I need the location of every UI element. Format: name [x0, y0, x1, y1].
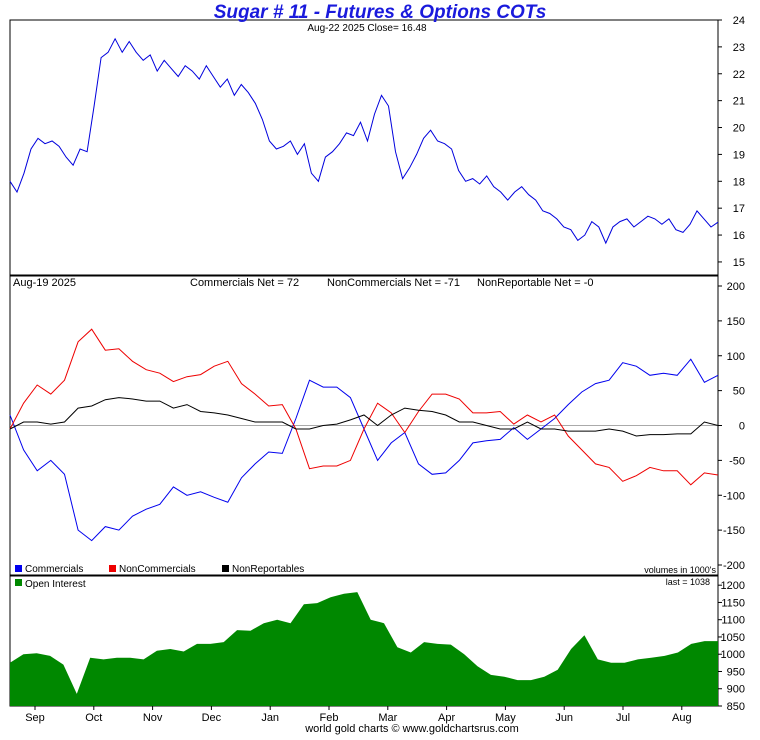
- x-month-label: Feb: [320, 712, 339, 724]
- cot-y-tick-label: 200: [727, 281, 745, 293]
- cot-y-tick-label: 0: [739, 421, 745, 433]
- noncommercials-net-label: NonCommercials Net = -71: [327, 277, 460, 289]
- cot-y-tick-label: -200: [723, 560, 745, 572]
- price-y-tick-label: 17: [733, 203, 745, 215]
- cot-y-tick-label: -50: [729, 455, 745, 467]
- legend-label-0: Commercials: [25, 564, 83, 575]
- cot-y-tick-label: 100: [727, 351, 745, 363]
- footer-credit: world gold charts © www.goldchartsrus.co…: [304, 723, 519, 735]
- legend-label-1: NonCommercials: [119, 564, 196, 575]
- legend-swatch-2: [222, 565, 229, 572]
- x-month-label: Dec: [202, 712, 222, 724]
- nonreportables-line: [9, 397, 719, 437]
- cot-y-tick-label: 150: [727, 316, 745, 328]
- price-y-tick-label: 16: [733, 230, 745, 242]
- cot-date-label: Aug-19 2025: [13, 277, 76, 289]
- x-month-label: Jul: [616, 712, 630, 724]
- price-y-tick-label: 21: [733, 96, 745, 108]
- commercials-line: [9, 358, 719, 542]
- cot-y-tick-label: -100: [723, 490, 745, 502]
- price-line: [9, 37, 719, 245]
- oi-y-tick-label: 900: [727, 684, 745, 696]
- oi-y-tick-label: 1000: [721, 649, 745, 661]
- price-y-tick-label: 15: [733, 257, 745, 269]
- oi-last-label: last = 1038: [666, 577, 710, 587]
- price-annotation: Aug-22 2025 Close= 16.48: [307, 23, 427, 34]
- units-note: volumes in 1000's: [644, 565, 716, 575]
- open-interest-area: [10, 592, 718, 706]
- x-month-label: Mar: [378, 712, 397, 724]
- nonreportables-net-label: NonReportable Net = -0: [477, 277, 593, 289]
- oi-legend-label: Open Interest: [25, 579, 86, 590]
- price-y-tick-label: 19: [733, 149, 745, 161]
- chart-title: Sugar # 11 - Futures & Options COTs: [213, 2, 547, 23]
- price-y-tick-label: 24: [733, 15, 745, 27]
- commercials-net-label: Commercials Net = 72: [190, 277, 299, 289]
- price-y-tick-label: 18: [733, 176, 745, 188]
- oi-legend-swatch: [15, 579, 22, 586]
- oi-y-tick-label: 1150: [721, 597, 745, 609]
- x-month-label: Jun: [555, 712, 573, 724]
- x-month-label: May: [495, 712, 516, 724]
- oi-y-tick-label: 1100: [721, 615, 745, 627]
- price-panel-frame: [9, 19, 719, 276]
- x-month-label: Aug: [672, 712, 692, 724]
- oi-y-tick-label: 950: [727, 666, 745, 678]
- oi-y-tick-label: 1200: [721, 580, 745, 592]
- legend-label-2: NonReportables: [232, 564, 304, 575]
- oi-y-tick-label: 850: [727, 701, 745, 713]
- price-y-tick-label: 23: [733, 42, 745, 54]
- x-month-label: Sep: [25, 712, 45, 724]
- price-y-tick-label: 22: [733, 69, 745, 81]
- x-month-label: Oct: [85, 712, 102, 724]
- legend-swatch-0: [15, 565, 22, 572]
- x-month-label: Apr: [438, 712, 455, 724]
- cot-y-tick-label: -150: [723, 525, 745, 537]
- cot-y-tick-label: 50: [733, 386, 745, 398]
- legend-swatch-1: [109, 565, 116, 572]
- price-y-tick-label: 20: [733, 123, 745, 135]
- x-month-label: Jan: [261, 712, 279, 724]
- oi-y-tick-label: 1050: [721, 632, 745, 644]
- noncommercials-line: [9, 328, 719, 486]
- x-month-label: Nov: [143, 712, 163, 724]
